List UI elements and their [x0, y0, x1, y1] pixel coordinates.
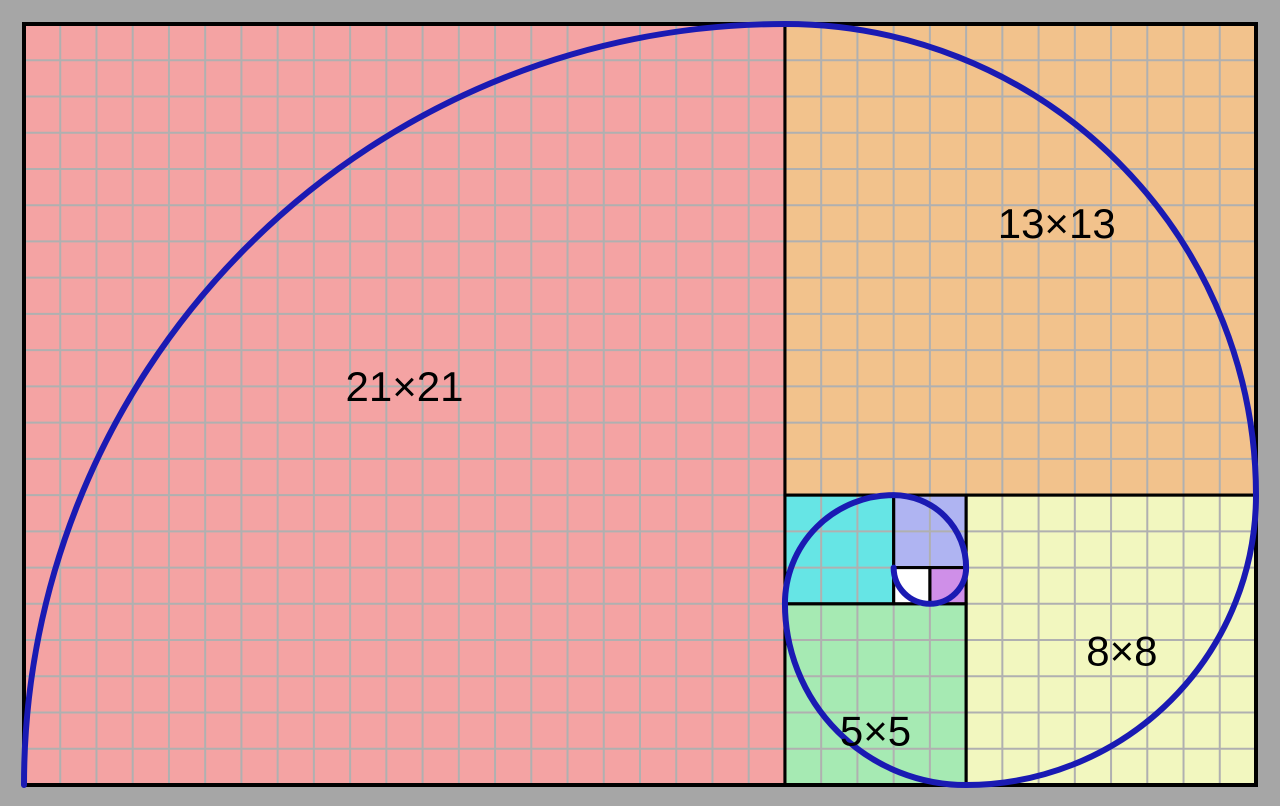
label-21: 21×21 — [345, 363, 463, 410]
square-13 — [785, 24, 1256, 495]
label-8: 8×8 — [1086, 628, 1157, 675]
fibonacci-spiral-diagram: 21×21 13×13 8×8 5×5 — [0, 0, 1280, 806]
label-5: 5×5 — [840, 707, 911, 754]
label-13: 13×13 — [998, 200, 1116, 247]
